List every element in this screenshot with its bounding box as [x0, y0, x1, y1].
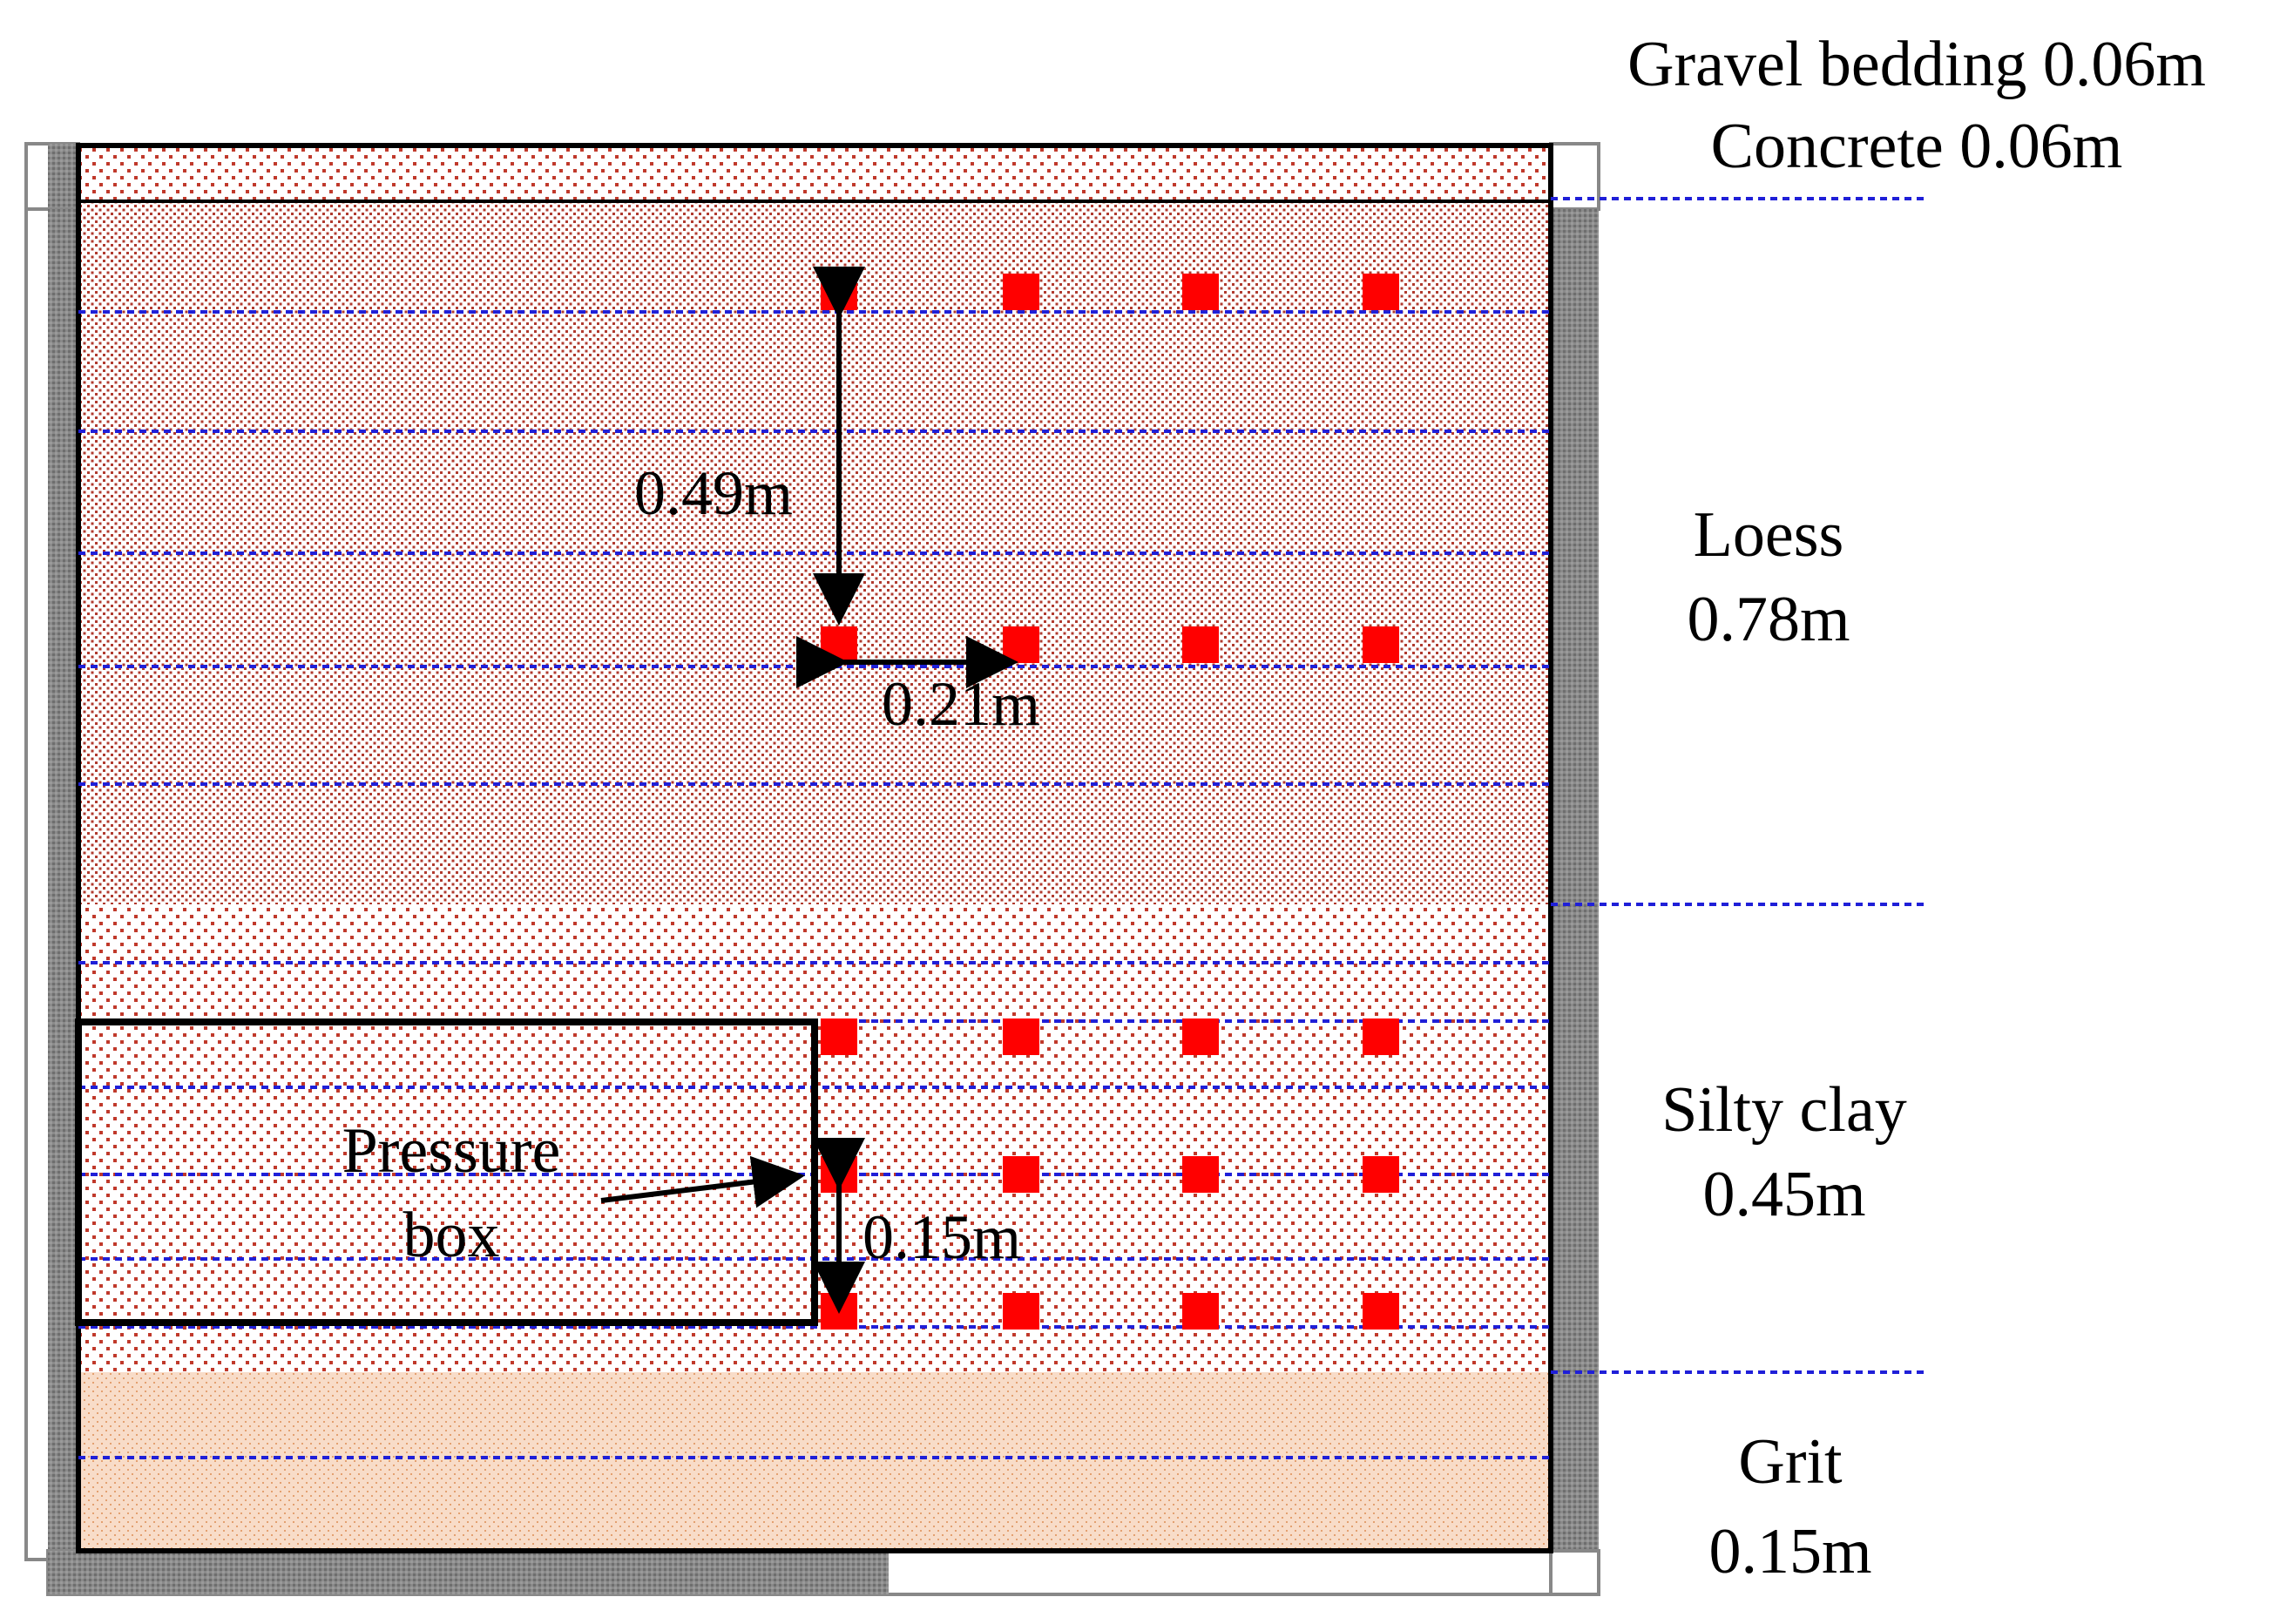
- concrete-label: Concrete 0.06m: [1711, 111, 2123, 182]
- left-wall-top-cap-fill: [48, 144, 78, 209]
- loess-thickness-label: 0.78m: [1687, 584, 1850, 655]
- pressure-box-label-line2: box: [403, 1200, 500, 1271]
- container-outline: [76, 143, 1553, 1553]
- sensor-marker: [1363, 1018, 1399, 1055]
- model-frame: [24, 142, 1600, 1596]
- sensor-marker: [1182, 274, 1219, 310]
- sensor-marker: [1363, 1293, 1399, 1330]
- sensor-marker: [1003, 626, 1039, 663]
- sensor-marker: [1363, 1156, 1399, 1193]
- sensor-marker: [1003, 1293, 1039, 1330]
- right-wall: [1551, 209, 1599, 1551]
- pressure-box-pointer: [600, 1155, 805, 1208]
- sensor-marker: [1182, 1018, 1219, 1055]
- silty-clay-thickness-label: 0.45m: [1702, 1159, 1865, 1230]
- dimension-label-0-49m: 0.49m: [634, 458, 793, 528]
- dimension-label-0-21m: 0.21m: [882, 669, 1040, 739]
- pressure-box-label-line1: Pressure: [342, 1115, 561, 1187]
- sensor-marker: [1003, 1018, 1039, 1055]
- sensor-marker: [821, 274, 857, 310]
- sensor-marker: [1182, 626, 1219, 663]
- dimension-label-0-15m: 0.15m: [863, 1202, 1021, 1272]
- sensor-marker: [1182, 1156, 1219, 1193]
- grit-thickness-label: 0.15m: [1708, 1516, 1871, 1587]
- sensor-marker: [1182, 1293, 1219, 1330]
- grit-layer: [78, 1372, 1551, 1551]
- sensor-marker: [1363, 274, 1399, 310]
- silty-clay-name-label: Silty clay: [1661, 1074, 1907, 1146]
- bottom-right-corner: [1549, 1549, 1600, 1596]
- sensor-array: [821, 274, 1399, 1330]
- sensor-marker: [821, 626, 857, 663]
- concrete-gravel-layer: [78, 145, 1551, 201]
- sensor-marker: [1003, 274, 1039, 310]
- bottom-wall-shade: [48, 1551, 889, 1594]
- sensor-marker: [821, 1018, 857, 1055]
- sensor-marker: [1363, 626, 1399, 663]
- gravel-bedding-label: Gravel bedding 0.06m: [1627, 29, 2206, 100]
- grit-name-label: Grit: [1738, 1426, 1843, 1498]
- left-wall-shade: [48, 209, 78, 1560]
- loess-name-label: Loess: [1694, 499, 1844, 571]
- sensor-marker: [1003, 1156, 1039, 1193]
